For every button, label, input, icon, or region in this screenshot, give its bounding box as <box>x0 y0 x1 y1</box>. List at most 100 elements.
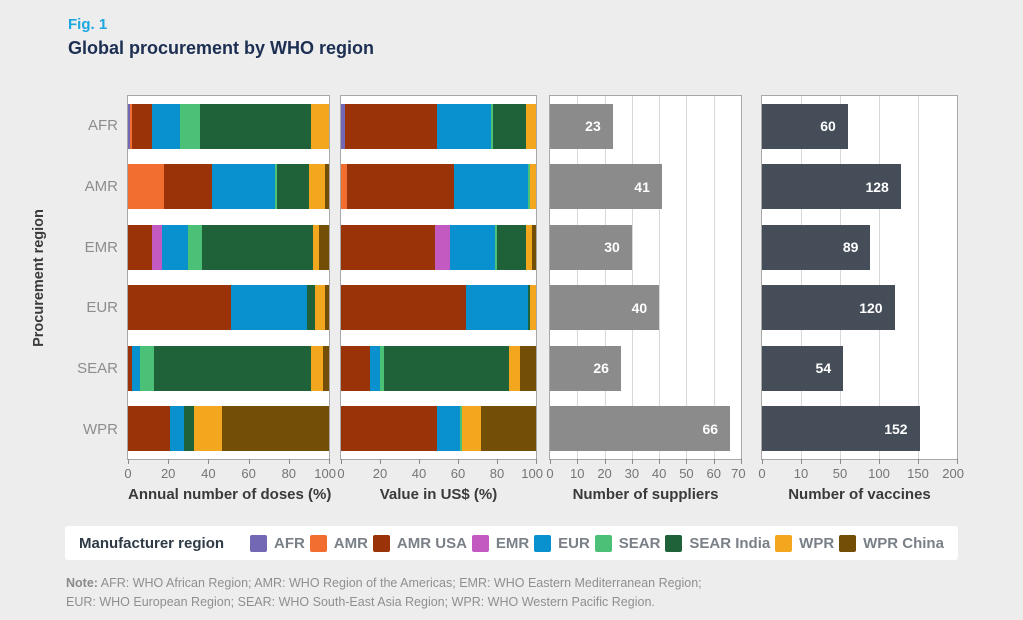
bar-row-afr: 60 <box>762 96 957 157</box>
axis-tick <box>762 459 763 464</box>
axis-tick <box>659 459 661 464</box>
bar-segment-wpr <box>308 164 325 210</box>
legend-item-label: AMR USA <box>396 534 467 552</box>
gridline <box>686 96 688 459</box>
gridline <box>604 96 606 459</box>
axis-tick-label: 50 <box>679 466 694 481</box>
bar-value-label: 30 <box>604 239 620 256</box>
bar-row-amr <box>128 157 329 218</box>
bar-segment-eur <box>162 224 189 270</box>
bar-value-label: 120 <box>859 299 883 316</box>
legend-swatch <box>534 534 552 552</box>
value-bar-eur: 120 <box>762 285 895 331</box>
bar-segment-eur <box>132 345 141 391</box>
axis-tick <box>918 459 919 464</box>
bar-segment-sear-india <box>184 406 195 452</box>
region-label-eur: EUR <box>86 299 118 317</box>
value-bar-emr: 30 <box>550 224 632 270</box>
bar-segment-sear <box>528 164 531 210</box>
axis-tick <box>840 459 841 464</box>
bar-segment-sear-india <box>276 164 309 210</box>
axis-tick <box>577 459 579 464</box>
legend-swatch <box>665 534 683 552</box>
bar-row-wpr <box>128 399 329 460</box>
legend-swatch <box>471 534 489 552</box>
bar-segment-amr <box>128 164 165 210</box>
bar-segment-sear-india <box>154 345 311 391</box>
bar-segment-amr-usa <box>341 406 437 452</box>
region-label-wpr: WPR <box>83 421 118 439</box>
bar-segment-amr-usa <box>132 103 153 149</box>
bar-segment-emr <box>152 224 163 270</box>
bar-segment-wpr <box>461 406 482 452</box>
legend-item-sear-india: SEAR India <box>665 534 771 552</box>
axis-tick-label: 0 <box>337 466 345 481</box>
bar-segment-wpr-china <box>222 406 329 452</box>
value-bar-wpr: 66 <box>550 406 731 452</box>
axis-tick-label: 10 <box>570 466 585 481</box>
bar-segment-sear-india <box>493 103 527 149</box>
bar-segment-emr <box>434 224 451 270</box>
bar-segment-eur <box>170 406 185 452</box>
bar-value-label: 41 <box>634 178 650 195</box>
bar-row-wpr: 152 <box>762 399 957 460</box>
axis-tick <box>208 459 210 464</box>
legend-items: AFR AMR AMR USA EMR EUR SEAR SEAR India WPR WPR … <box>250 534 944 552</box>
bar-segment-sear-india <box>306 285 315 331</box>
legend-item-label: WPR <box>799 534 835 552</box>
bar-segment-wpr <box>310 103 329 149</box>
axis-tick-label: 60 <box>450 466 466 481</box>
axis-tick-label: 0 <box>546 466 554 481</box>
stacked-bar-sear <box>128 345 329 391</box>
axis-tick-label: 200 <box>942 466 964 481</box>
value-bar-amr: 128 <box>762 164 901 210</box>
axis-tick-label: 0 <box>124 466 132 481</box>
bar-row-eur: 120 <box>762 278 957 339</box>
bar-value-label: 66 <box>702 420 719 437</box>
legend-title: Manufacturer region <box>79 534 225 552</box>
bar-segment-wpr-china <box>324 164 329 210</box>
figure-header: Fig. 1 Global procurement by WHO region <box>68 16 374 59</box>
bar-row-emr <box>128 217 329 278</box>
legend-item-wpr: WPR <box>775 534 835 552</box>
value-bar-afr: 23 <box>550 103 613 149</box>
bar-row-afr <box>128 96 329 157</box>
legend-item-sear: SEAR <box>594 534 660 552</box>
axis-tick <box>497 459 498 464</box>
bar-segment-eur <box>152 103 181 149</box>
stacked-bar-eur <box>128 285 329 331</box>
axis-ticks-suppliers <box>550 459 742 465</box>
note-line-2: EUR: WHO European Region; SEAR: WHO Sout… <box>66 594 655 609</box>
gridline <box>713 96 715 459</box>
axis-tick <box>329 459 330 464</box>
stacked-bar-wpr <box>341 406 536 452</box>
bar-segment-sear-india <box>383 345 509 391</box>
axis-tick-label: 80 <box>281 466 297 481</box>
bar-segment-amr-usa <box>341 345 371 391</box>
bar-value-label: 89 <box>842 239 859 256</box>
axis-tick <box>536 459 537 464</box>
axis-tick <box>801 459 802 464</box>
bar-segment-amr-usa <box>344 103 437 149</box>
bar-row-eur: 40 <box>550 278 741 339</box>
axis-tick <box>713 459 715 464</box>
legend-item-label: SEAR India <box>689 534 771 552</box>
stacked-bar-afr <box>128 103 329 149</box>
gridline <box>577 96 579 459</box>
axis-tick-labels-vaccines: 0 10 50 100 150 200 <box>758 466 964 482</box>
axis-tick <box>686 459 688 464</box>
bar-segment-sear <box>380 345 384 391</box>
legend-swatch <box>839 534 857 552</box>
value-bar-wpr: 152 <box>762 406 920 452</box>
bar-segment-wpr <box>310 345 323 391</box>
stacked-bar-amr <box>128 164 329 210</box>
bar-row-sear <box>341 338 536 399</box>
axis-tick <box>550 459 551 464</box>
y-axis-title: Procurement region <box>28 95 50 460</box>
plot-doses <box>128 96 329 459</box>
bar-value-label: 54 <box>815 360 832 377</box>
legend-swatch <box>594 534 612 552</box>
axis-ticks-value <box>341 459 537 465</box>
page-title: Global procurement by WHO region <box>68 38 375 58</box>
